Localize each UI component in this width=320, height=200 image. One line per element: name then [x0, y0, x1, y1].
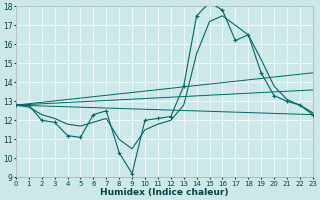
X-axis label: Humidex (Indice chaleur): Humidex (Indice chaleur)	[100, 188, 228, 197]
